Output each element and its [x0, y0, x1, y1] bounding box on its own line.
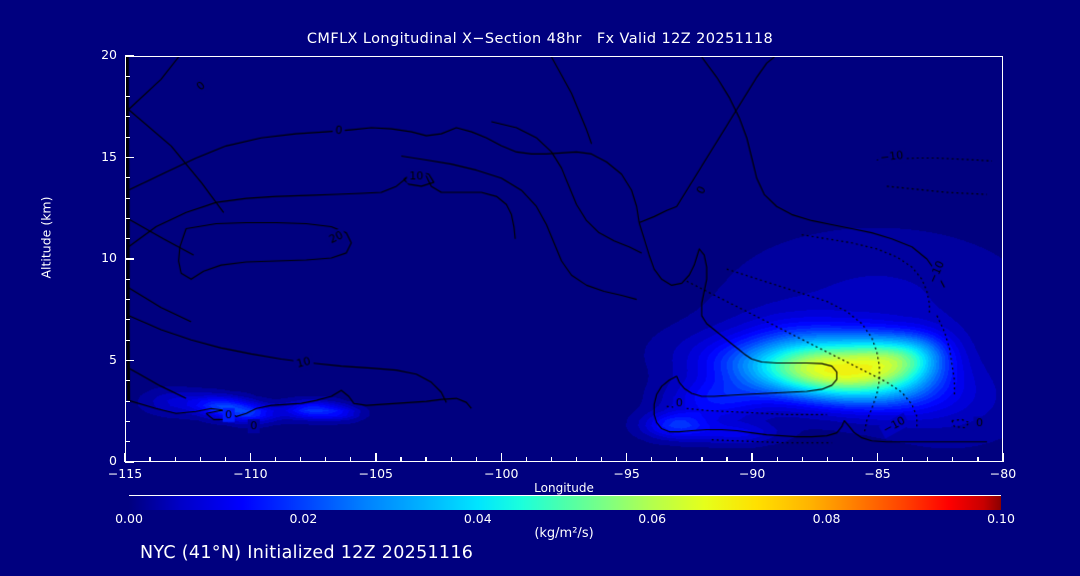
x-tick-minor	[851, 457, 854, 462]
figure-caption: NYC (41°N) Initialized 12Z 20251116	[140, 543, 474, 563]
y-tick-minor	[125, 400, 130, 402]
x-tick-minor	[776, 457, 778, 462]
x-tick-minor	[801, 457, 803, 462]
x-tick-minor	[450, 457, 452, 462]
y-tick-major	[125, 156, 134, 159]
colorbar-gradient	[129, 495, 1001, 510]
x-tick-minor	[952, 457, 954, 462]
x-tick-major	[876, 453, 879, 462]
y-tick-minor	[125, 197, 130, 199]
y-tick-major	[125, 461, 134, 463]
x-tick-label: −105	[358, 466, 394, 481]
plot-area	[125, 56, 1003, 462]
x-tick-label: −110	[233, 466, 268, 481]
x-tick-label: −85	[864, 466, 891, 481]
y-tick-minor	[125, 278, 130, 280]
colorbar	[129, 495, 1001, 510]
x-tick-label: −115	[107, 466, 143, 481]
x-tick-minor	[325, 457, 327, 462]
y-tick-label: 10	[101, 250, 117, 265]
colorbar-tick-label: 0.02	[289, 511, 318, 526]
y-tick-minor	[125, 420, 130, 422]
x-tick-minor	[826, 457, 828, 462]
x-tick-minor	[575, 457, 578, 462]
x-tick-minor	[676, 457, 678, 462]
y-tick-label: 20	[101, 47, 117, 62]
y-tick-minor	[125, 96, 130, 98]
x-tick-minor	[525, 457, 527, 462]
y-tick-minor	[125, 217, 130, 219]
x-tick-label: −100	[484, 466, 519, 481]
cross-section-canvas	[126, 57, 1002, 461]
x-tick-major	[249, 453, 252, 462]
x-tick-major	[751, 453, 753, 462]
x-tick-minor	[350, 457, 352, 462]
figure-title: CMFLX Longitudinal X−Section 48hr Fx Val…	[306, 31, 774, 47]
y-tick-major	[125, 55, 134, 57]
x-tick-minor	[726, 457, 728, 462]
colorbar-units-label: (kg/m²/s)	[534, 526, 594, 541]
x-tick-major	[375, 453, 377, 462]
x-tick-major	[1002, 453, 1004, 462]
colorbar-tick-label: 0.00	[115, 511, 143, 526]
x-tick-major	[626, 453, 628, 462]
x-tick-minor	[475, 457, 477, 462]
x-tick-minor	[400, 457, 402, 462]
x-tick-major	[124, 453, 126, 462]
y-tick-label: 15	[101, 148, 117, 164]
y-tick-minor	[125, 441, 130, 443]
y-tick-label: 0	[109, 453, 117, 468]
x-tick-minor	[601, 457, 603, 462]
y-tick-minor	[125, 238, 130, 240]
x-tick-label: −95	[613, 466, 640, 481]
y-tick-minor	[125, 75, 130, 77]
x-tick-minor	[274, 457, 277, 462]
x-tick-minor	[651, 457, 653, 462]
x-tick-minor	[425, 457, 427, 462]
x-tick-minor	[977, 457, 979, 462]
x-tick-minor	[174, 457, 176, 462]
x-axis-label: Longitude	[534, 481, 594, 495]
colorbar-tick-label: 0.06	[638, 511, 667, 526]
x-tick-label: −80	[989, 466, 1017, 481]
x-tick-minor	[300, 457, 302, 462]
x-tick-label: −90	[738, 466, 766, 481]
colorbar-tick-label: 0.08	[812, 511, 841, 526]
y-tick-major	[125, 258, 134, 260]
y-tick-minor	[125, 136, 130, 138]
y-tick-minor	[125, 380, 130, 382]
y-tick-minor	[125, 116, 130, 118]
y-tick-minor	[125, 299, 130, 301]
y-tick-label: 5	[109, 351, 117, 367]
y-tick-minor	[125, 177, 130, 179]
x-tick-major	[500, 453, 502, 462]
x-tick-minor	[224, 457, 226, 462]
x-tick-minor	[701, 457, 703, 462]
colorbar-tick-label: 0.04	[463, 511, 492, 526]
y-tick-minor	[125, 319, 130, 321]
x-tick-minor	[550, 457, 553, 462]
x-tick-minor	[902, 457, 904, 462]
y-axis-label: Altitude (km)	[38, 196, 54, 279]
y-tick-minor	[125, 339, 130, 341]
colorbar-tick-label: 0.10	[987, 511, 1015, 526]
x-tick-minor	[149, 457, 151, 462]
y-tick-major	[125, 359, 134, 362]
x-tick-minor	[199, 457, 201, 462]
x-tick-minor	[927, 457, 929, 462]
